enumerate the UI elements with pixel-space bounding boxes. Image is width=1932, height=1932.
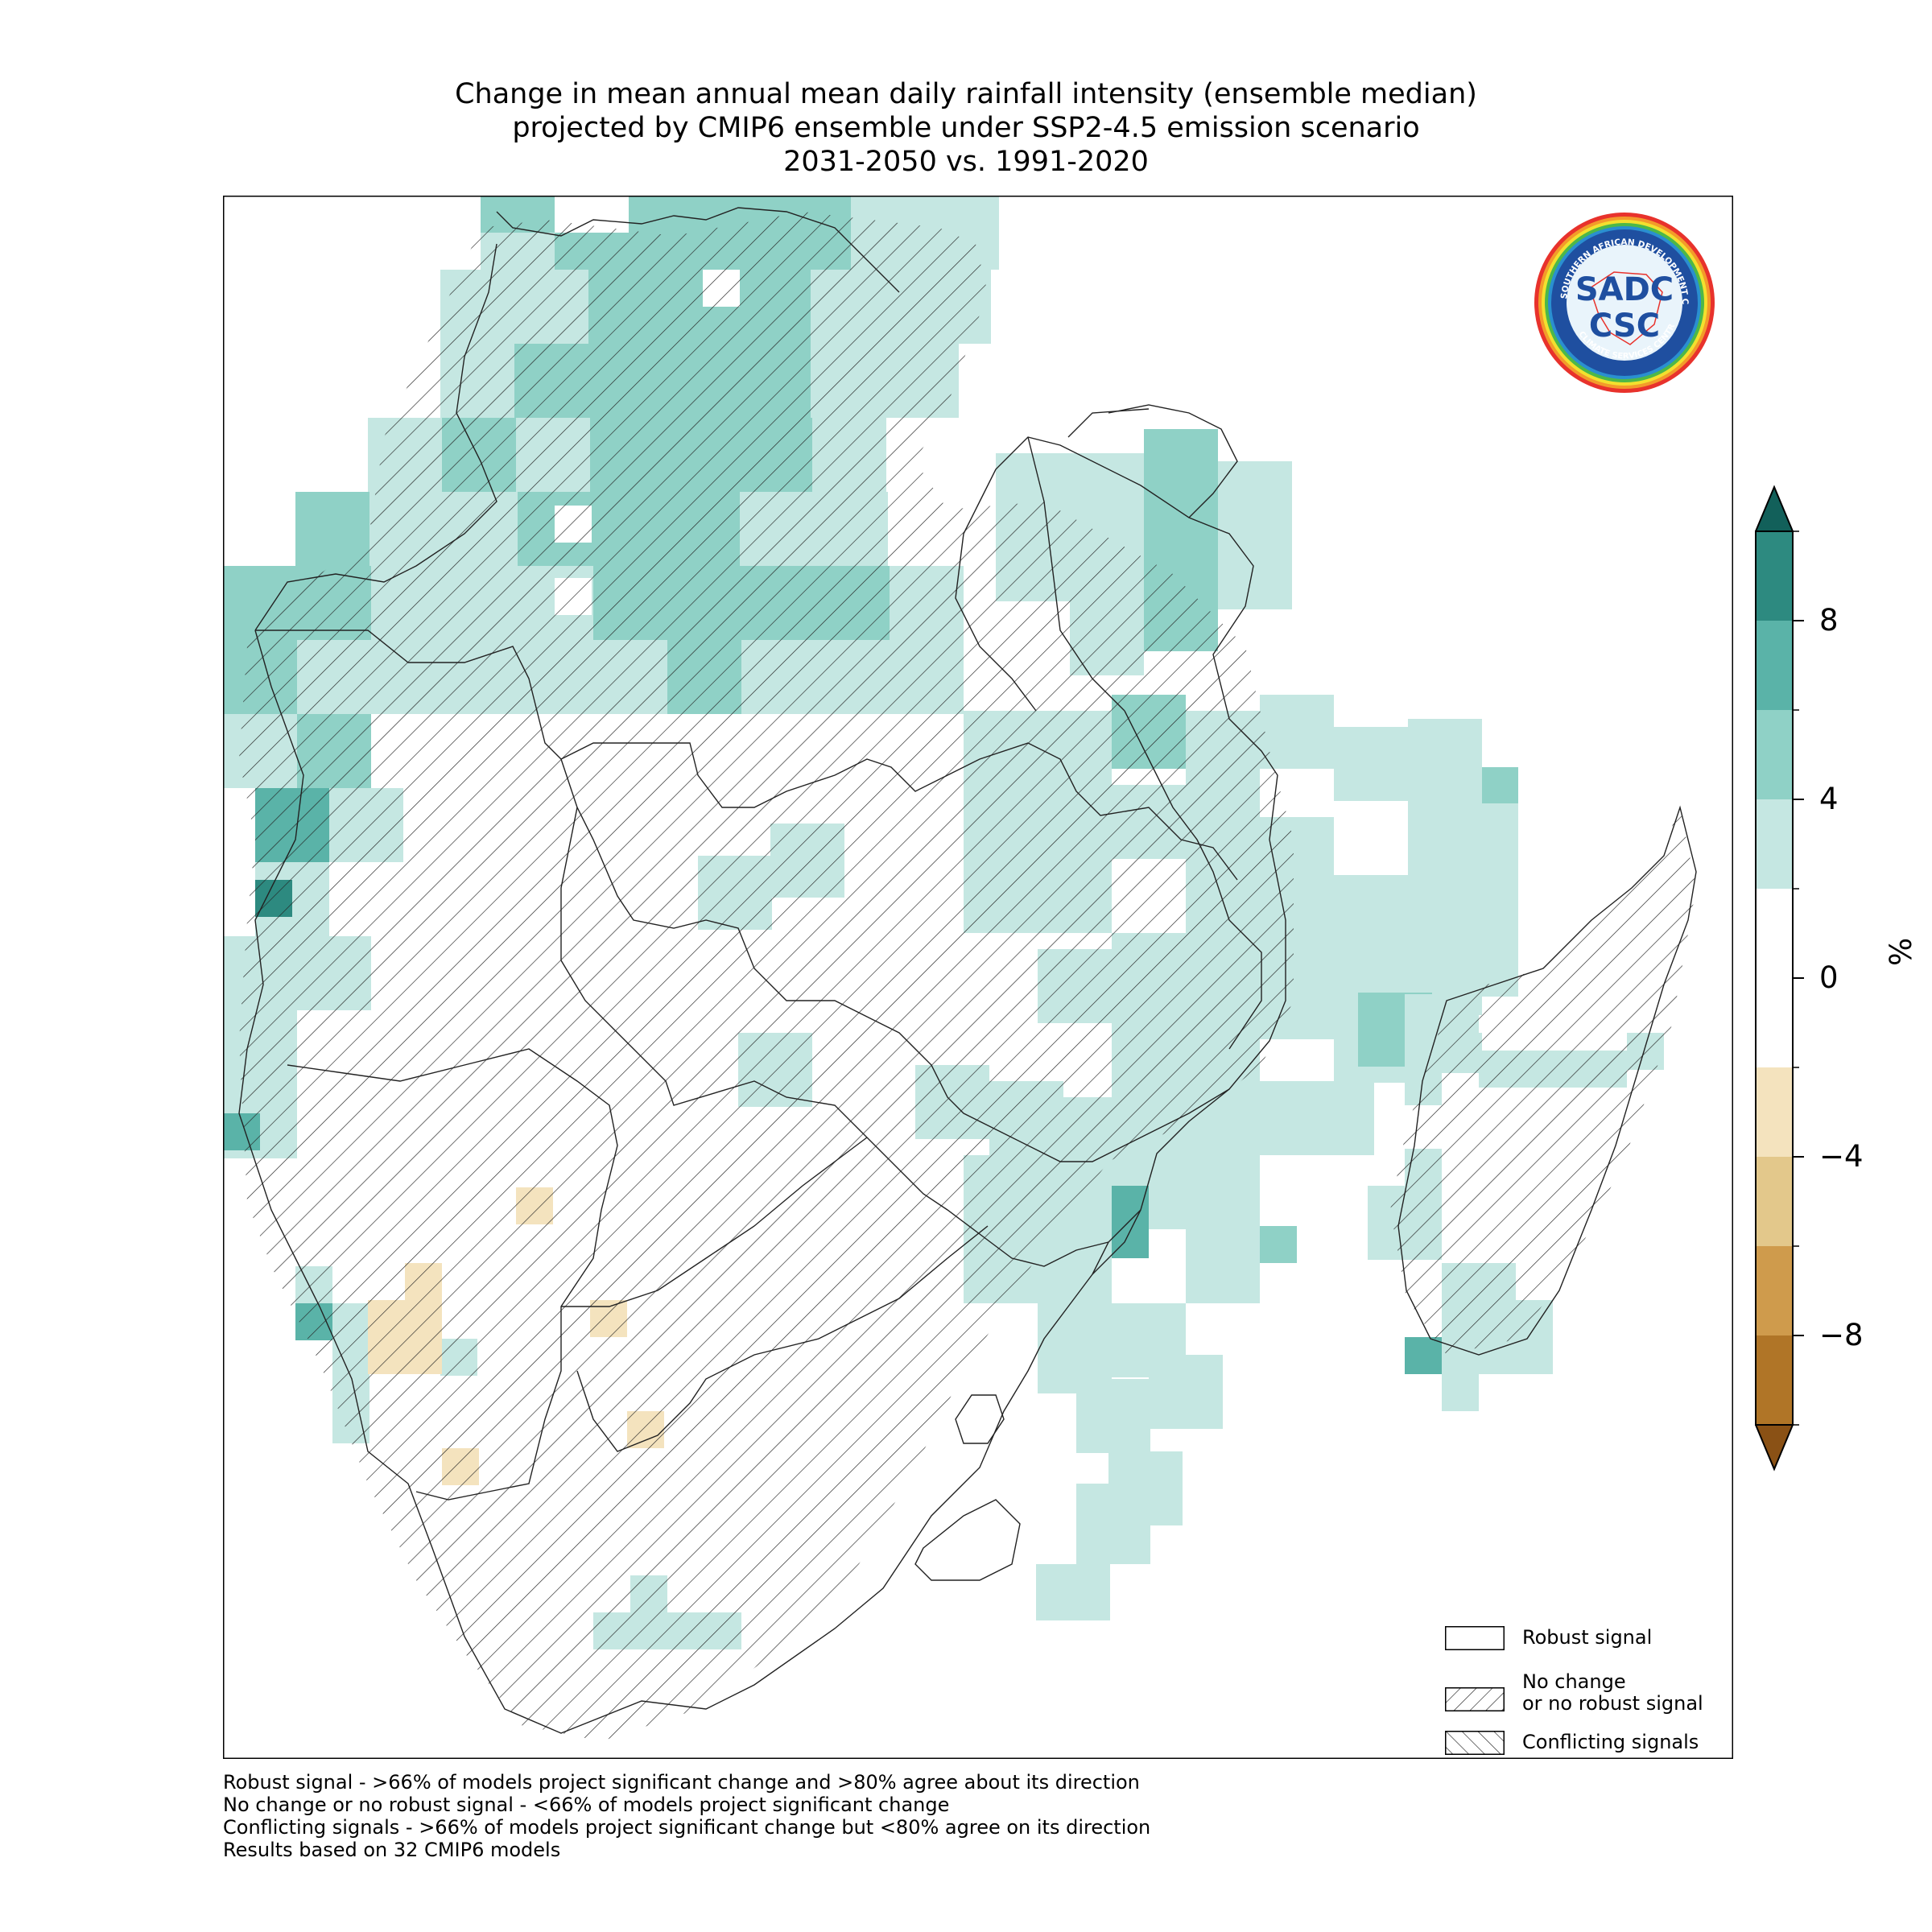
footnotes: Robust signal - >66% of models project s… bbox=[223, 1771, 1672, 1861]
footnote-conflicting: Conflicting signals - >66% of models pro… bbox=[223, 1816, 1151, 1839]
logo-csc-text: CSC bbox=[1589, 308, 1660, 345]
country-borders bbox=[238, 207, 1697, 1734]
legend-swatch-robust bbox=[1445, 1626, 1505, 1650]
colorbar-segment bbox=[1756, 710, 1793, 799]
colorbar-tick-label: −4 bbox=[1819, 1139, 1864, 1174]
colorbar-segment bbox=[1756, 799, 1793, 889]
colorbar-tick-label: 4 bbox=[1819, 782, 1839, 816]
colorbar-segment bbox=[1756, 1335, 1793, 1425]
colorbar-extend-high bbox=[1754, 485, 1794, 532]
colorbar-segment bbox=[1756, 1157, 1793, 1246]
legend-label-no-change-1: No change bbox=[1522, 1670, 1626, 1693]
title-line-1: Change in mean annual mean daily rainfal… bbox=[455, 78, 1477, 110]
legend-label-conflicting: Conflicting signals bbox=[1522, 1731, 1699, 1753]
logo-sadc-text: SADC bbox=[1575, 271, 1674, 308]
colorbar-segment bbox=[1756, 1246, 1793, 1335]
colorbar-tick-label: 8 bbox=[1819, 603, 1839, 638]
legend-label-no-change-2: or no robust signal bbox=[1522, 1692, 1703, 1715]
colorbar-segment bbox=[1756, 1067, 1793, 1157]
map-title: Change in mean annual mean daily rainfal… bbox=[0, 77, 1932, 179]
legend-swatch-no-change bbox=[1445, 1687, 1505, 1711]
legend-label-robust: Robust signal bbox=[1522, 1626, 1653, 1649]
colorbar-tick-label: −8 bbox=[1819, 1318, 1864, 1352]
colorbar bbox=[1754, 483, 1916, 1473]
legend-swatch-conflicting bbox=[1445, 1731, 1505, 1755]
colorbar-extend-low bbox=[1754, 1424, 1794, 1472]
map-border bbox=[223, 196, 1733, 1759]
colorbar-unit-label: % bbox=[1884, 937, 1918, 966]
map-frame bbox=[223, 196, 1733, 1759]
footnote-no-change: No change or no robust signal - <66% of … bbox=[223, 1794, 950, 1816]
colorbar-tick-label: 0 bbox=[1819, 960, 1839, 995]
footnote-model-count: Results based on 32 CMIP6 models bbox=[223, 1839, 561, 1861]
footnote-robust: Robust signal - >66% of models project s… bbox=[223, 1771, 1140, 1794]
title-line-2: projected by CMIP6 ensemble under SSP2-4… bbox=[512, 112, 1420, 144]
colorbar-segment bbox=[1756, 531, 1793, 621]
colorbar-segment bbox=[1756, 889, 1793, 1067]
colorbar-segment bbox=[1756, 621, 1793, 710]
title-line-3: 2031-2050 vs. 1991-2020 bbox=[783, 146, 1149, 178]
sadc-csc-logo: SOUTHERN AFRICAN DEVELOPMENT COMMUNITY C… bbox=[1530, 204, 1715, 394]
